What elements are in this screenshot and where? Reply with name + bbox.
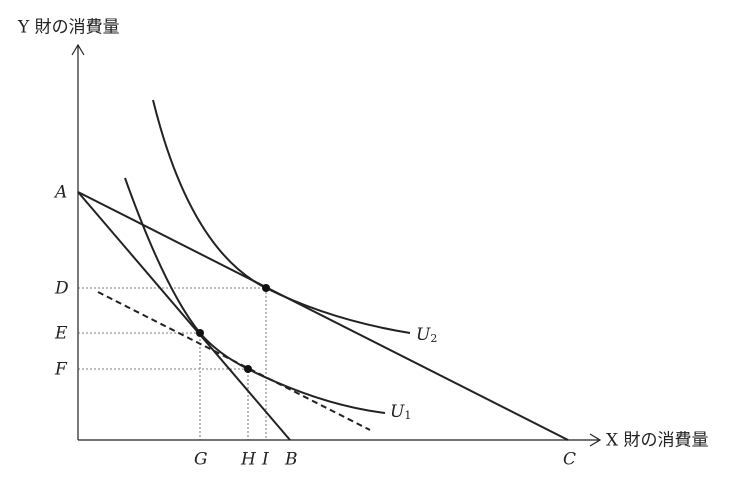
x-axis-label: X 財の消費量 (606, 431, 709, 451)
x-arrow (589, 433, 602, 447)
y-axis-label: Y 財の消費量 (17, 18, 120, 38)
budget-line-ab (77, 191, 291, 441)
point-label: A (53, 183, 67, 203)
point-label: E (54, 324, 68, 344)
indifference-curve-u1 (124, 177, 386, 414)
indifference-curve-u2 (152, 99, 411, 334)
y-arrow (71, 43, 85, 56)
curve-label: U1 (390, 402, 411, 423)
tangency-point (244, 365, 252, 373)
curve-label-base: U (390, 402, 405, 422)
point-label: I (261, 450, 269, 470)
point-label: F (54, 360, 68, 380)
point-label: D (54, 279, 69, 299)
tangency-point (196, 329, 204, 337)
curve-label-base: U (416, 325, 431, 345)
point-label: B (284, 450, 298, 470)
budget-line-ac (77, 191, 569, 441)
point-label: C (563, 450, 576, 470)
point-label: H (240, 450, 257, 470)
curve-label-sub: 2 (430, 332, 437, 345)
point-label: G (194, 450, 208, 470)
curve-label: U2 (416, 325, 437, 346)
tangency-point (262, 284, 270, 292)
curve-label-sub: 1 (404, 409, 411, 422)
